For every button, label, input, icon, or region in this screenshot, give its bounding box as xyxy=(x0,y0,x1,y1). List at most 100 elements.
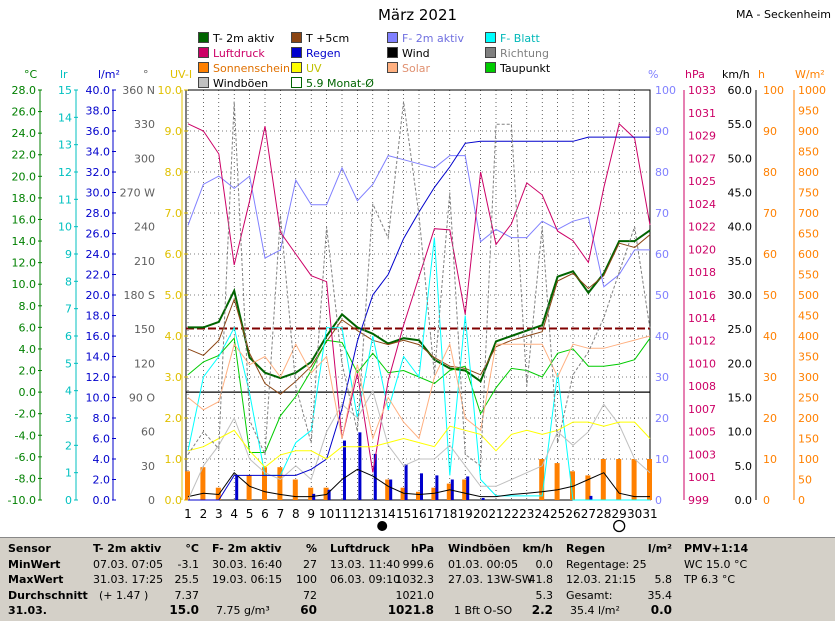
wind-tick-label: 0.0 xyxy=(735,494,753,507)
max-time: 31.03. 17:25 xyxy=(93,573,164,586)
legend-swatch xyxy=(291,62,302,73)
temp-tick-label: 8.0 xyxy=(19,300,37,313)
solar-tick-label: 250 xyxy=(798,392,819,405)
wind-tick-label: 15.0 xyxy=(728,392,753,405)
x-tick-label: 28 xyxy=(596,507,611,521)
dir-axis-unit: ° xyxy=(143,68,149,81)
legend-swatch xyxy=(485,62,496,73)
x-tick-label: 19 xyxy=(458,507,473,521)
wind-tick-label: 40.0 xyxy=(728,221,753,234)
stats-unit: km/h xyxy=(522,542,553,555)
legend-swatch xyxy=(198,62,209,73)
legend-label: Regen xyxy=(306,47,341,60)
solar-tick-label: 300 xyxy=(798,371,819,384)
x-tick-label: 26 xyxy=(565,507,580,521)
total-value: 35.4 xyxy=(647,588,673,602)
legend-item: Taupunkt xyxy=(485,61,550,76)
lr-tick-label: 15 xyxy=(58,84,72,97)
legend-swatch xyxy=(387,62,398,73)
rain-bar xyxy=(481,497,485,500)
rain-tick-label: 22.0 xyxy=(86,269,111,282)
wind-tick-label: 60.0 xyxy=(728,84,753,97)
avg-value: 1021.0 xyxy=(395,588,435,602)
legend-item: T- 2m aktiv xyxy=(198,31,274,46)
sunshine-bar xyxy=(554,463,560,500)
uvi-tick-label: 1.0 xyxy=(165,453,183,466)
sunh-tick-label: 50 xyxy=(763,289,777,302)
stats-head: Windböen xyxy=(448,542,511,555)
temp-tick-label: 26.0 xyxy=(12,106,37,119)
temp-tick-label: 22.0 xyxy=(12,149,37,162)
max-time: 12.03. 21:15 xyxy=(566,573,637,586)
press-tick-label: 1025 xyxy=(688,175,716,188)
press-tick-label: 1024 xyxy=(688,198,716,211)
legend-item: Regen xyxy=(291,46,341,61)
dir-tick-label: 150 xyxy=(134,323,155,336)
temp-tick-label: 20.0 xyxy=(12,170,37,183)
legend-swatch xyxy=(291,77,302,88)
x-tick-label: 31 xyxy=(642,507,657,521)
stats-pressure: Luftdruck hPa 13.03. 11:40 999.6 06.03. 09… xyxy=(330,541,434,619)
rain-tick-label: 4.0 xyxy=(93,453,111,466)
hum-tick-label: 70 xyxy=(655,207,669,220)
sunshine-bar xyxy=(570,471,575,500)
row-label: MaxWert xyxy=(8,573,64,586)
legend-swatch xyxy=(198,47,209,58)
wind-tick-label: 5.0 xyxy=(735,460,753,473)
current-value: 1021.8 xyxy=(387,603,434,617)
press-tick-label: 1012 xyxy=(688,335,716,348)
uvi-tick-label: 0.0 xyxy=(165,494,183,507)
rain-bar xyxy=(435,475,439,500)
legend-item: Solar xyxy=(387,61,430,76)
wind-tick-label: 25.0 xyxy=(728,323,753,336)
x-tick-label: 1 xyxy=(184,507,192,521)
rain-bar xyxy=(327,489,331,500)
lr-tick-label: 2 xyxy=(65,439,72,452)
sunh-tick-label: 90 xyxy=(763,125,777,138)
temp-tick-label: 4.0 xyxy=(19,343,37,356)
solar-tick-label: 800 xyxy=(798,166,819,179)
max-time: 27.03. 13W-SW xyxy=(448,573,533,586)
press-tick-label: 1001 xyxy=(688,471,716,484)
temp-tick-label: 0.0 xyxy=(19,386,37,399)
rain-days: Regentage: 25 xyxy=(566,557,647,571)
x-tick-label: 7 xyxy=(277,507,285,521)
min-value: -3.1 xyxy=(177,557,199,571)
dir-tick-label: 300 xyxy=(134,152,155,165)
stats-pmv: PMV+1:14 WC 15.0 °C TP 6.3 °C xyxy=(684,541,824,588)
legend-swatch xyxy=(485,47,496,58)
lr-tick-label: 9 xyxy=(65,248,72,261)
dir-tick-label: 210 xyxy=(134,255,155,268)
rain-bar xyxy=(235,475,239,500)
temp-tick-label: 14.0 xyxy=(12,235,37,248)
dir-tick-label: 30 xyxy=(141,460,155,473)
sunshine-bar xyxy=(462,479,468,500)
sunh-tick-label: 20 xyxy=(763,412,777,425)
sunh-tick-label: 80 xyxy=(763,166,777,179)
hum-tick-label: 20 xyxy=(655,412,669,425)
sunshine-bar xyxy=(539,459,545,500)
legend-swatch xyxy=(198,77,209,88)
series-line-windb-en xyxy=(187,389,651,501)
legend-item: 5.9 Monat-Ø xyxy=(291,76,374,91)
lr-tick-label: 11 xyxy=(58,193,72,206)
uvi-tick-label: 9.0 xyxy=(165,125,183,138)
sunshine-bar xyxy=(215,487,221,500)
press-tick-label: 1007 xyxy=(688,403,716,416)
uvi-tick-label: 5.0 xyxy=(165,289,183,302)
hum-tick-label: 50 xyxy=(655,289,669,302)
sunshine-bar xyxy=(416,491,421,500)
windchill: WC 15.0 °C xyxy=(684,557,748,571)
sunshine-bar xyxy=(262,467,267,500)
legend-item: F- Blatt xyxy=(485,31,540,46)
min-value: 0.0 xyxy=(535,557,554,571)
rain-tick-label: 26.0 xyxy=(86,228,111,241)
stats-head: Luftdruck xyxy=(330,542,390,555)
x-tick-label: 8 xyxy=(292,507,300,521)
solar-tick-label: 950 xyxy=(798,105,819,118)
lr-tick-label: 14 xyxy=(58,111,72,124)
series-line-richtung xyxy=(187,101,651,467)
series-line-regen xyxy=(188,136,650,501)
full-moon-icon xyxy=(613,519,626,533)
sunshine-bar xyxy=(446,483,452,500)
